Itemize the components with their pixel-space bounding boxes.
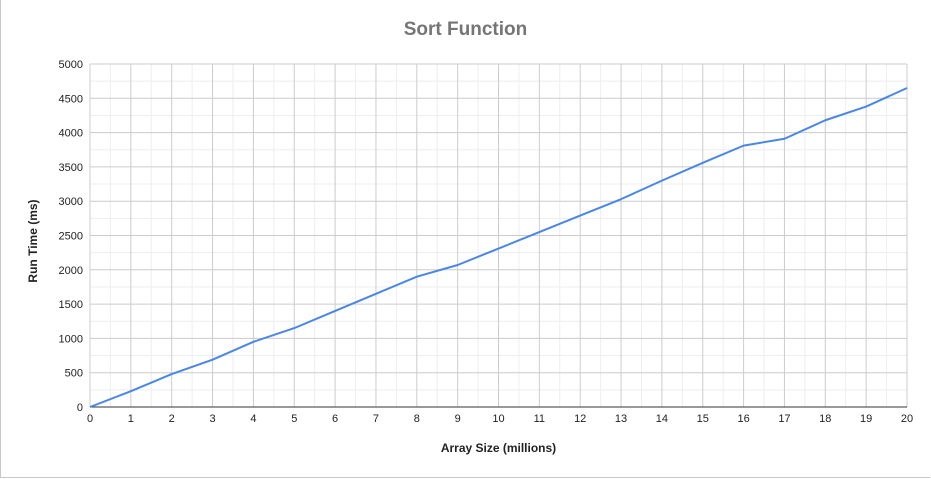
x-tick-label: 6 [332,413,338,425]
x-tick-label: 7 [373,413,379,425]
x-tick-label: 4 [250,413,256,425]
y-tick-label: 2500 [59,231,83,243]
x-tick-label: 10 [492,413,504,425]
x-axis-label: Array Size (millions) [440,441,557,455]
chart-title: Sort Function [403,19,528,40]
y-tick-label: 0 [77,402,83,414]
x-tick-label: 3 [209,413,215,425]
y-tick-label: 3000 [59,196,83,208]
x-tick-label: 17 [778,413,790,425]
x-tick-label: 15 [697,413,709,425]
series-layer [89,87,908,408]
y-tick-label: 3500 [59,162,83,174]
y-tick-label: 5000 [59,59,83,71]
x-tick-label: 9 [455,413,461,425]
grid-lines [89,63,908,408]
x-tick-label: 12 [574,413,586,425]
tick-labels: 0 1 2 3 4 5 6 7 8 9 10 11 12 13 14 15 16 17 18 19 2005001000… [59,59,914,425]
x-tick-label: 16 [737,413,749,425]
x-tick-label: 20 [901,413,913,425]
x-tick-label: 8 [414,413,420,425]
y-tick-label: 4000 [59,128,83,140]
y-tick-label: 4500 [59,93,83,105]
x-tick-label: 0 [87,413,93,425]
x-tick-label: 2 [169,413,175,425]
x-tick-label: 1 [128,413,134,425]
x-tick-label: 14 [656,413,668,425]
y-tick-label: 2000 [59,265,83,277]
y-tick-label: 1500 [59,299,83,311]
x-tick-label: 11 [534,413,545,425]
series-line [89,87,908,408]
x-tick-label: 18 [819,413,831,425]
x-tick-label: 5 [291,413,297,425]
x-tick-label: 13 [615,413,627,425]
y-tick-label: 1000 [59,333,83,345]
y-tick-label: 500 [65,368,83,380]
x-tick-label: 19 [860,413,872,425]
